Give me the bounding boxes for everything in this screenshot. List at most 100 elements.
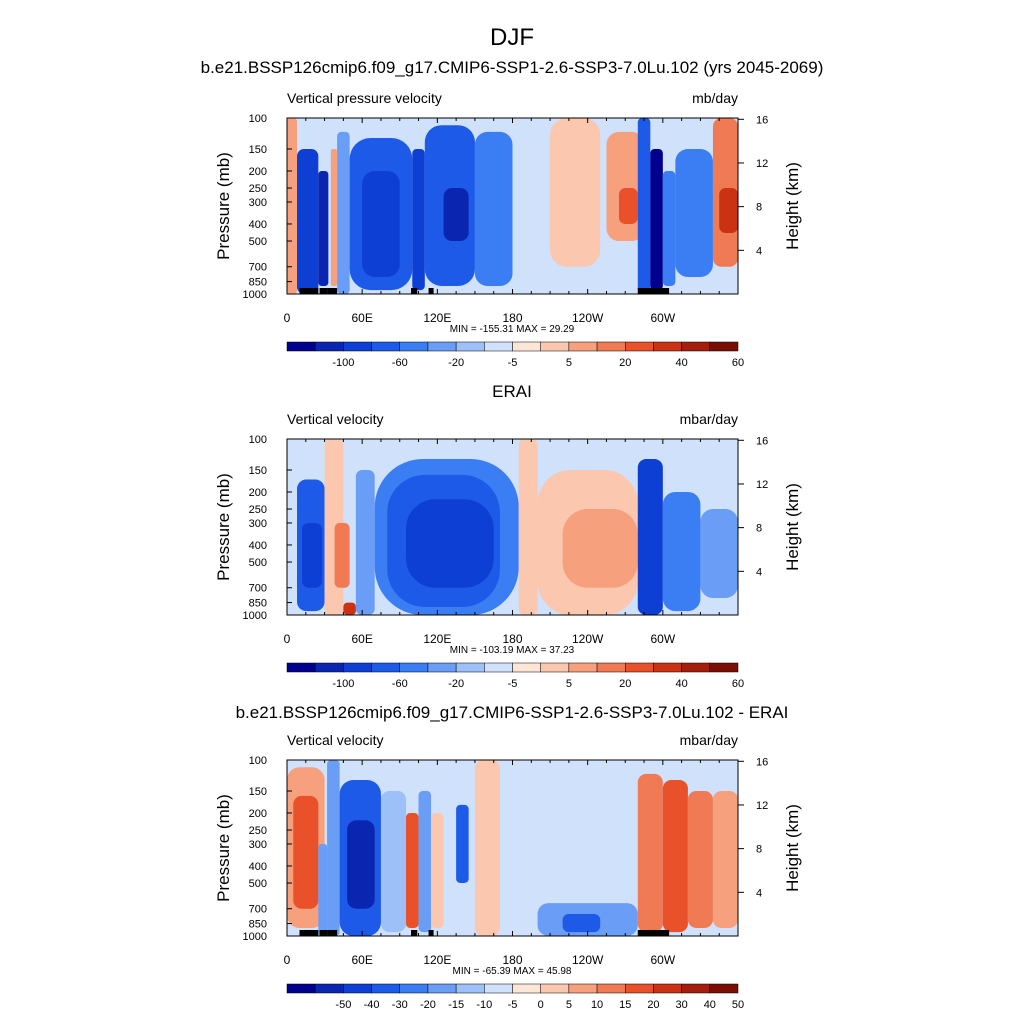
right-tick-label: 8 [756,844,762,856]
colorbar-swatch [343,662,372,673]
colorbar-label: -20 [448,357,464,369]
colorbar-swatch [314,341,344,352]
land-mask [327,288,338,294]
contour-region [287,118,298,294]
y-tick-label: 200 [249,487,267,499]
x-tick-label: 180 [502,953,522,967]
right-tick-label: 16 [756,114,768,126]
y-tick-label: 1000 [243,289,267,301]
colorbar-swatch [625,983,654,994]
contour-region [406,812,419,928]
land-mask [319,930,328,936]
x-tick-label: 0 [284,311,291,325]
colorbar-swatch [427,341,457,352]
contour-region [712,790,738,928]
contour-region [302,522,323,588]
right-tick-label: 8 [756,523,762,535]
land-mask [637,930,670,936]
panel-1: b.e21.BSSP126cmip6.f09_g17.CMIP6-SSP1-2.… [201,58,824,369]
colorbar-swatch [314,662,344,673]
contour-region [637,118,651,294]
colorbar-swatch [596,341,626,352]
colorbar: -50 -40 -30 -20 -15 -10 -5 0 5 10 15 20 30 40 50 [286,983,744,1011]
colorbar-swatch [625,662,654,673]
y-tick-label: 500 [249,557,267,569]
y-tick-label: 400 [249,219,267,231]
contour-region [297,148,319,294]
colorbar: -100 -60 -20 -5 5 20 40 60 [286,662,744,690]
colorbar-label: -30 [392,999,408,1011]
right-tick-label: 4 [756,245,762,257]
land-mask [637,288,670,294]
colorbar-label: -60 [392,678,408,690]
panel-title: b.e21.BSSP126cmip6.f09_g17.CMIP6-SSP1-2.… [236,703,789,722]
contour-region [675,148,713,277]
land-mask [299,930,319,936]
colorbar-swatch [484,341,513,352]
y-tick-label: 850 [249,919,267,931]
x-tick-label: 60E [351,632,372,646]
land-mask [319,288,328,294]
contour-region [431,812,444,928]
contour-region [337,131,350,294]
x-tick-label: 0 [284,632,291,646]
x-tick-label: 60E [351,311,372,325]
colorbar-label: 40 [676,678,688,690]
colorbar-swatch [314,983,344,994]
colorbar-swatch [286,341,316,352]
colorbar-swatch [455,983,485,994]
x-tick-label: 0 [284,953,291,967]
contour-region [562,914,601,933]
colorbar-label: 10 [591,999,603,1011]
colorbar-swatch [709,341,739,352]
land-mask [299,288,319,294]
colorbar-swatch [653,983,682,994]
colorbar-swatch [568,341,598,352]
contour-region [355,469,375,615]
right-tick-label: 12 [756,158,768,170]
colorbar-label: 20 [619,357,631,369]
colorbar-swatch [512,983,541,994]
y-tick-label: 850 [249,598,267,610]
y-tick-label: 300 [249,197,267,209]
x-tick-label: 180 [502,311,522,325]
x-tick-label: 60W [650,953,675,967]
contour-field [287,118,738,294]
colorbar-label: -20 [448,678,464,690]
contour-region [380,790,407,933]
colorbar-swatch [653,662,682,673]
colorbar-label: 20 [619,678,631,690]
y-tick-label: 300 [249,518,267,530]
contour-region [562,509,638,588]
y-axis-label-right: Height (km) [783,483,802,571]
contour-region [406,499,494,588]
contour-region [650,148,663,291]
colorbar-label: 40 [676,357,688,369]
colorbar-swatch [709,983,739,994]
colorbar-swatch [512,662,541,673]
y-tick-label: 400 [249,861,267,873]
y-tick-label: 200 [249,166,267,178]
y-tick-label: 700 [249,262,267,274]
colorbar-swatch [371,983,400,994]
y-tick-label: 700 [249,904,267,916]
y-tick-label: 500 [249,878,267,890]
contour-region [362,170,400,277]
y-tick-label: 300 [249,839,267,851]
colorbar-label: -15 [448,999,464,1011]
contour-field [287,439,738,615]
y-tick-label: 150 [249,786,267,798]
y-tick-label: 100 [249,113,267,125]
contour-region [474,760,500,936]
contour-region [618,188,638,224]
right-tick-label: 12 [756,800,768,812]
contour-region [687,790,713,928]
x-tick-label: 120E [423,632,451,646]
colorbar-label: 5 [566,357,572,369]
y-tick-label: 250 [249,183,267,195]
y-tick-label: 700 [249,583,267,595]
colorbar-swatch [709,662,739,673]
y-tick-label: 150 [249,465,267,477]
colorbar-swatch [653,341,682,352]
